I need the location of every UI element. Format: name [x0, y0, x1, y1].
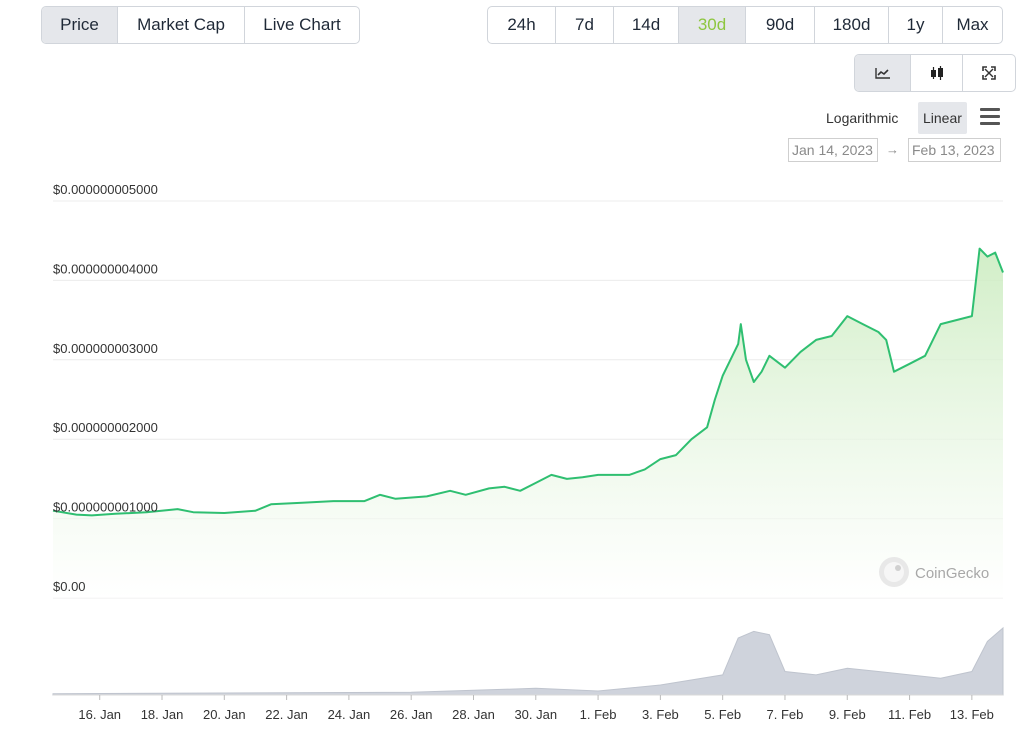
- date-from-input[interactable]: Jan 14, 2023: [788, 138, 878, 162]
- x-tick-label: 5. Feb: [704, 707, 741, 722]
- line-chart-button[interactable]: [855, 55, 911, 91]
- fullscreen-icon: [982, 66, 996, 80]
- y-tick-label: $0.00: [53, 579, 86, 594]
- range-180d[interactable]: 180d: [815, 7, 889, 43]
- x-tick-label: 7. Feb: [767, 707, 804, 722]
- x-tick-label: 24. Jan: [328, 707, 371, 722]
- candlestick-button[interactable]: [911, 55, 963, 91]
- x-tick-label: 22. Jan: [265, 707, 308, 722]
- y-tick-label: $0.000000005000: [53, 182, 158, 197]
- y-axis-labels: $0.00 $0.000000001000 $0.000000002000 $0.00…: [53, 182, 158, 594]
- scale-logarithmic[interactable]: Logarithmic: [826, 110, 899, 126]
- x-tick-label: 13. Feb: [950, 707, 994, 722]
- range-tabs: 24h 7d 14d 30d 90d 180d 1y Max: [487, 6, 1003, 44]
- line-chart-icon: [874, 68, 890, 79]
- chart-type-toggle: [854, 54, 1016, 92]
- range-24h[interactable]: 24h: [488, 7, 556, 43]
- x-tick-label: 11. Feb: [888, 707, 931, 722]
- tab-price[interactable]: Price: [42, 7, 118, 43]
- x-axis-labels: 16. Jan 18. Jan 20. Jan 22. Jan 24. Jan 26. J…: [78, 695, 994, 722]
- price-line: [52, 247, 1004, 517]
- price-area: [52, 247, 1004, 598]
- tab-market-cap[interactable]: Market Cap: [118, 7, 245, 43]
- range-14d[interactable]: 14d: [614, 7, 679, 43]
- date-range-arrow: →: [886, 142, 899, 157]
- x-tick-label: 26. Jan: [390, 707, 433, 722]
- grid-lines: [53, 200, 1003, 599]
- x-tick-label: 1. Feb: [580, 707, 617, 722]
- metric-tabs: Price Market Cap Live Chart: [41, 6, 360, 44]
- candlestick-icon: [930, 66, 943, 80]
- y-tick-label: $0.000000003000: [53, 341, 158, 356]
- y-tick-label: $0.000000004000: [53, 261, 158, 276]
- y-tick-label: $0.000000002000: [53, 420, 158, 435]
- x-tick-label: 20. Jan: [203, 707, 246, 722]
- range-1y[interactable]: 1y: [889, 7, 943, 43]
- range-30d[interactable]: 30d: [679, 7, 746, 43]
- tab-live-chart[interactable]: Live Chart: [263, 15, 341, 34]
- scale-linear[interactable]: Linear: [918, 102, 967, 134]
- price-area-fill: [53, 248, 1003, 598]
- x-tick-label: 30. Jan: [514, 707, 557, 722]
- x-tick-label: 28. Jan: [452, 707, 495, 722]
- y-tick-label: $0.000000001000: [53, 500, 158, 515]
- watermark-text: CoinGecko: [915, 565, 989, 582]
- volume-fill: [52, 626, 1004, 696]
- range-7d[interactable]: 7d: [556, 7, 614, 43]
- date-to-input[interactable]: Feb 13, 2023: [908, 138, 1001, 162]
- hamburger-menu-icon[interactable]: [980, 108, 1000, 125]
- x-tick-label: 9. Feb: [829, 707, 866, 722]
- volume-area: [52, 626, 1004, 696]
- coingecko-watermark: CoinGecko: [879, 557, 989, 587]
- fullscreen-button[interactable]: [963, 55, 1015, 91]
- x-tick-label: 18. Jan: [141, 707, 184, 722]
- x-tick-label: 16. Jan: [78, 707, 121, 722]
- x-tick-label: 3. Feb: [642, 707, 679, 722]
- range-90d[interactable]: 90d: [746, 7, 815, 43]
- range-max[interactable]: Max: [956, 15, 989, 34]
